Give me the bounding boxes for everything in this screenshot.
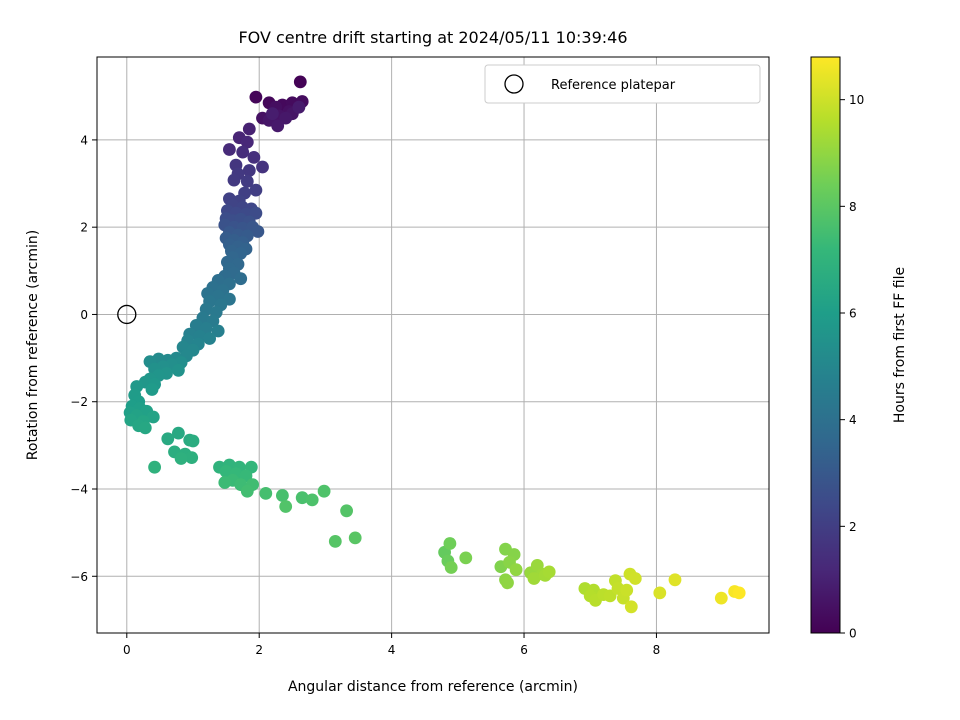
data-point [714, 591, 728, 605]
chart-title: FOV centre drift starting at 2024/05/11 … [238, 28, 627, 47]
data-point [242, 122, 256, 136]
y-tick-label: 4 [80, 133, 88, 147]
data-point [203, 332, 217, 345]
data-point [249, 206, 263, 220]
y-tick-label: −4 [70, 483, 88, 497]
colorbar-gradient [810, 56, 841, 634]
legend-entry-label: Reference platepar [551, 78, 676, 93]
data-point [249, 183, 263, 197]
data-point [172, 363, 185, 377]
data-point [240, 135, 254, 149]
data-point [211, 324, 225, 338]
legend-marker-open-circle [504, 74, 524, 94]
data-point [624, 600, 638, 614]
data-point [138, 421, 152, 435]
data-point [628, 572, 642, 585]
data-point [292, 100, 306, 114]
colorbar-tick-label: 6 [849, 307, 857, 321]
colorbar-ticks: 0 2 4 6 8 10 [840, 93, 864, 641]
data-point [189, 319, 203, 332]
data-point [256, 160, 269, 174]
y-axis-ticks: −6 −4 −2 0 2 4 [70, 133, 97, 584]
data-point [348, 531, 362, 545]
data-point [271, 119, 285, 133]
y-tick-label: −6 [70, 570, 88, 584]
x-axis-ticks: 0 2 4 6 8 [123, 633, 660, 657]
data-point [443, 537, 457, 550]
colorbar-tick-label: 4 [849, 413, 857, 427]
data-point [266, 107, 279, 121]
x-tick-label: 0 [123, 643, 131, 657]
data-point [620, 583, 634, 597]
colorbar-tick-label: 10 [849, 93, 864, 107]
data-point [161, 432, 175, 446]
data-point [242, 164, 256, 177]
data-point [240, 484, 254, 498]
colorbar: 0 2 4 6 8 10 Hours from first FF file [810, 56, 908, 641]
data-point [146, 410, 160, 424]
data-point [174, 452, 188, 465]
data-points [123, 75, 746, 614]
data-point [444, 561, 458, 574]
x-tick-label: 6 [520, 643, 528, 657]
data-point [240, 175, 254, 188]
data-point [279, 500, 293, 513]
y-tick-label: 2 [80, 221, 88, 235]
data-point [145, 383, 159, 396]
x-tick-label: 2 [255, 643, 263, 657]
data-point [236, 145, 250, 159]
data-point [279, 111, 293, 125]
reference-marker [117, 304, 137, 325]
colorbar-label: Hours from first FF file [892, 267, 908, 423]
y-tick-label: 0 [80, 308, 88, 322]
data-point [293, 75, 307, 89]
colorbar-tick-label: 8 [849, 200, 857, 214]
colorbar-tick-label: 2 [849, 520, 857, 534]
colorbar-tick-label: 0 [849, 627, 857, 641]
data-point [542, 565, 556, 579]
y-tick-label: −2 [70, 395, 88, 409]
data-point [247, 151, 261, 164]
data-point [219, 465, 233, 478]
x-axis-label: Angular distance from reference (arcmin) [288, 679, 578, 695]
data-point [328, 535, 342, 548]
data-point [276, 489, 289, 502]
data-point [251, 225, 265, 238]
data-point [501, 576, 514, 590]
data-point [317, 484, 331, 498]
data-point [227, 173, 241, 187]
data-point [527, 572, 541, 585]
data-point [234, 272, 248, 286]
x-tick-label: 4 [388, 643, 396, 657]
reference-platepar-marker [117, 304, 137, 325]
data-point [509, 563, 523, 577]
data-point [732, 586, 746, 600]
plot-frame [96, 56, 770, 634]
data-point [148, 460, 162, 474]
x-tick-label: 8 [653, 643, 661, 657]
data-point [186, 434, 200, 448]
data-point [172, 426, 185, 440]
data-point [653, 586, 667, 600]
data-point [223, 143, 236, 156]
grid [97, 57, 769, 633]
data-point [295, 491, 309, 505]
data-point [185, 451, 199, 464]
legend-box [484, 64, 761, 104]
data-point [218, 476, 232, 489]
data-point [459, 551, 473, 565]
legend: Reference platepar [484, 64, 761, 104]
plot-area: 0 2 4 6 8 −6 −4 −2 0 2 4 [70, 56, 770, 657]
data-point [340, 504, 353, 518]
data-point [259, 487, 273, 500]
data-point [668, 573, 682, 587]
y-axis-label: Rotation from reference (arcmin) [25, 230, 41, 460]
data-point [249, 90, 263, 104]
data-point [305, 493, 319, 507]
